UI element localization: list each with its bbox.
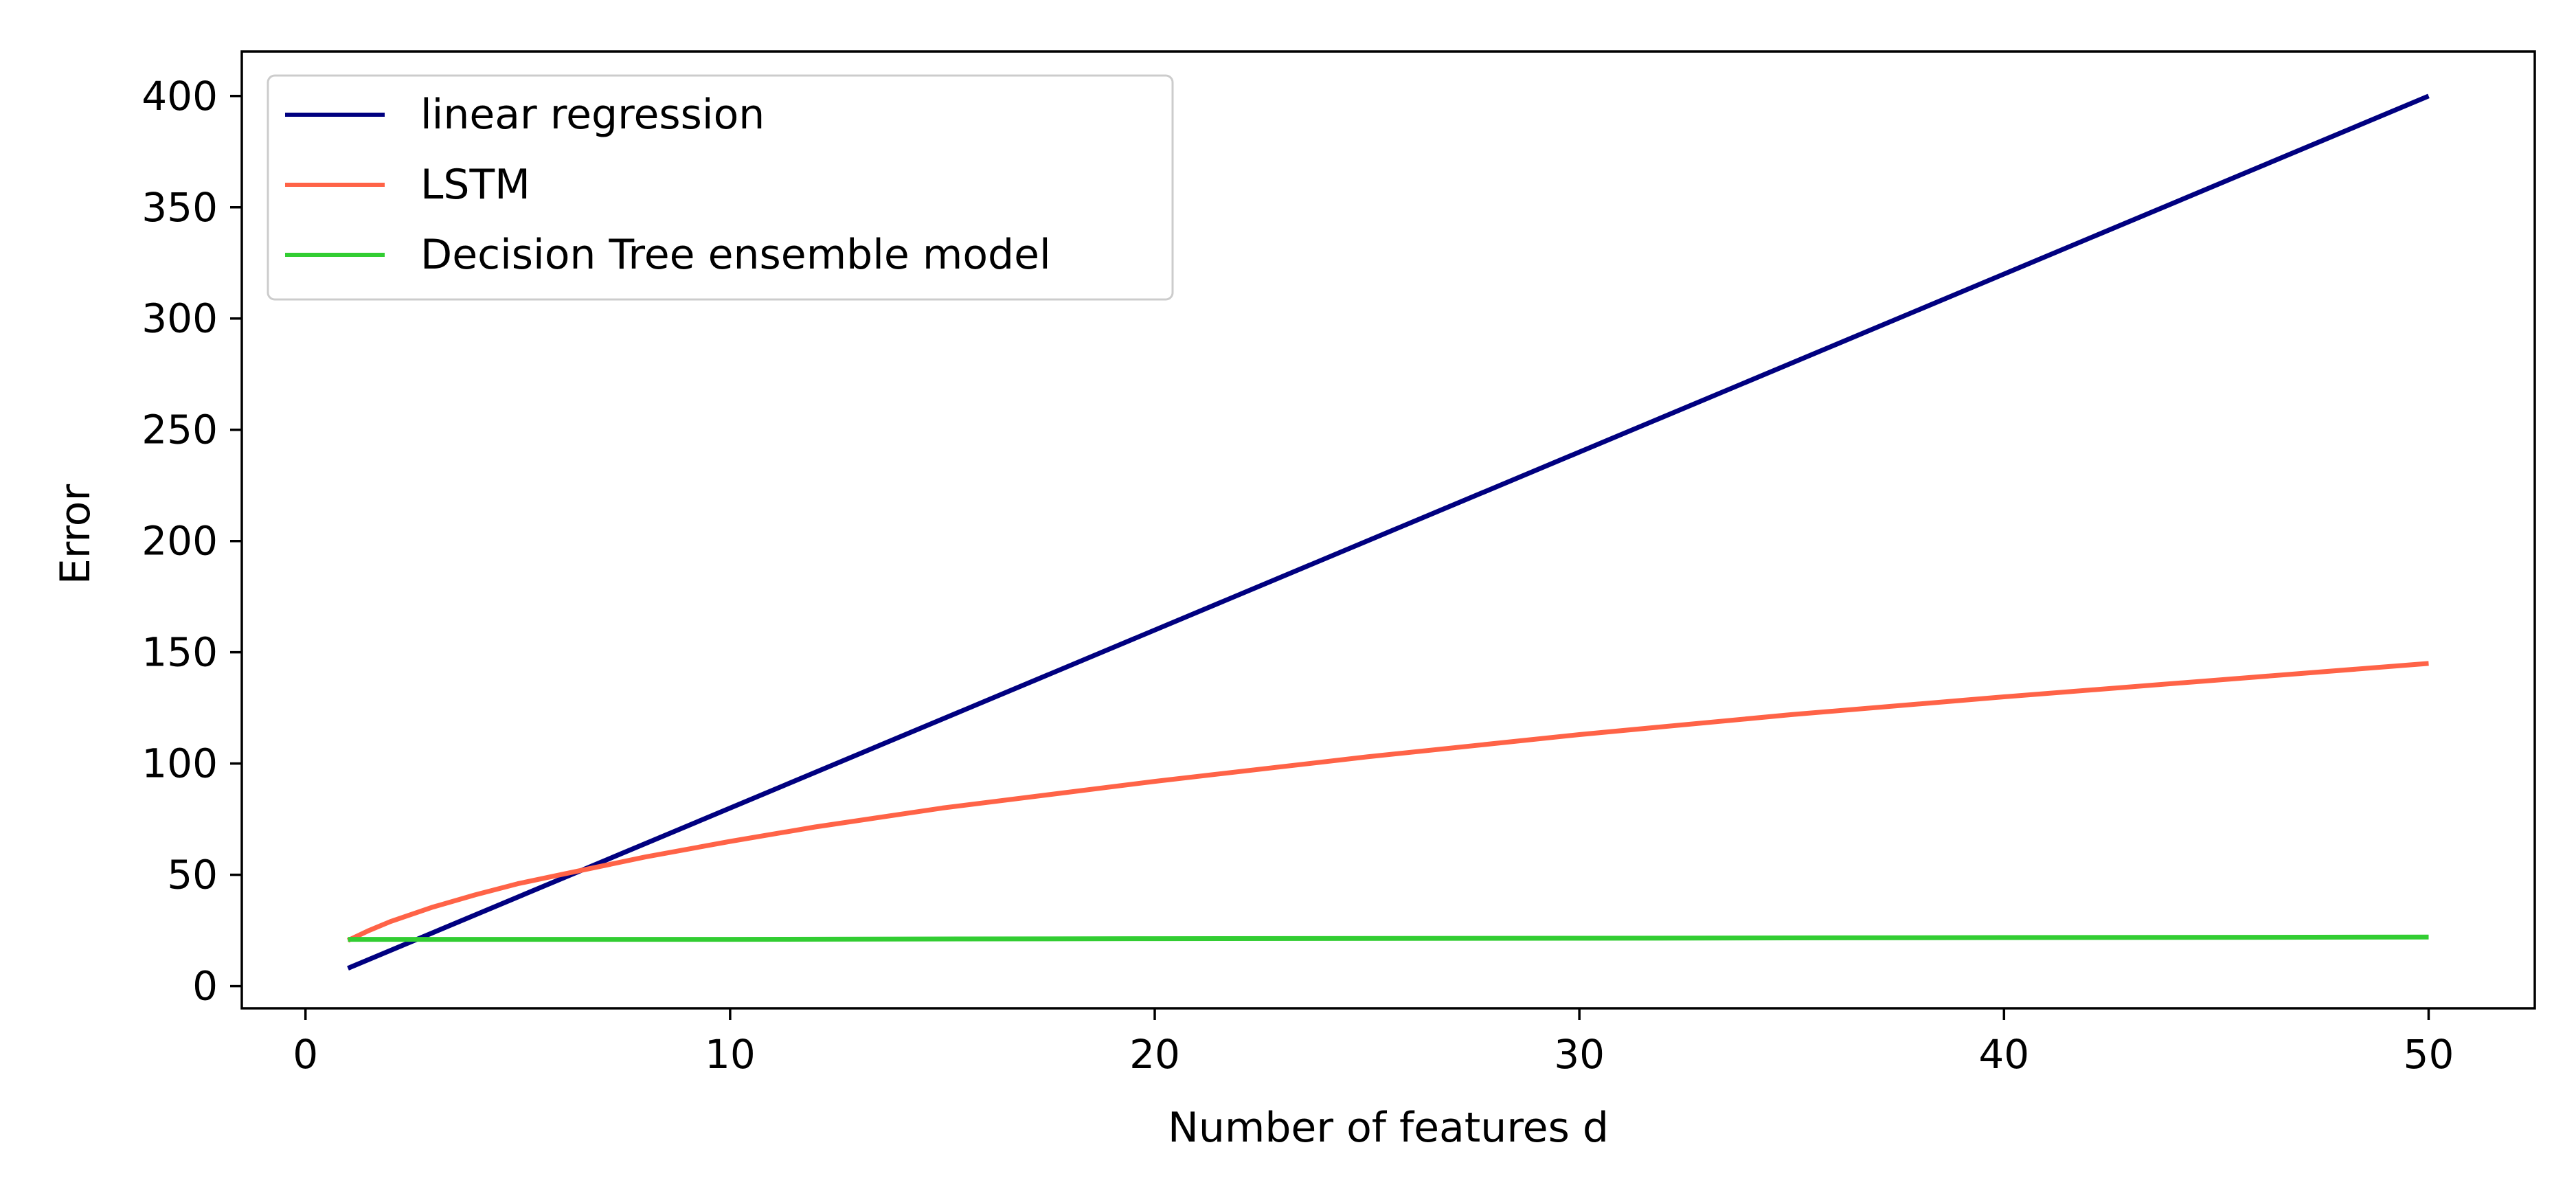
series-layer — [347, 93, 2430, 971]
legend-label-lstm: LSTM — [420, 161, 530, 209]
y-tick-label: 150 — [142, 629, 218, 676]
x-tick-label: 30 — [1554, 1031, 1605, 1078]
y-axis: 0 50 100 150 200 250 300 350 400 — [142, 73, 242, 1010]
x-tick-label: 40 — [1978, 1031, 2029, 1078]
x-tick-label: 0 — [293, 1031, 318, 1078]
y-axis-label: Error — [52, 484, 100, 585]
y-tick-label: 50 — [167, 852, 218, 898]
y-tick-label: 0 — [192, 963, 218, 1010]
y-tick-label: 250 — [142, 407, 218, 453]
x-tick-label: 10 — [705, 1031, 756, 1078]
y-tick-label: 300 — [142, 295, 218, 342]
axes-frame — [240, 50, 2536, 1010]
x-axis: 0 10 20 30 40 50 — [293, 1008, 2454, 1078]
series-line-linear-regression — [347, 93, 2430, 971]
legend: linear regression LSTM Decision Tree ens… — [267, 74, 1174, 301]
series-line-lstm — [347, 661, 2429, 943]
y-tick-label: 100 — [142, 740, 218, 787]
legend-label-decision-tree-ensemble: Decision Tree ensemble model — [420, 231, 1051, 279]
x-axis-label: Number of features d — [1168, 1104, 1609, 1152]
series-line-decision-tree-ensemble-model — [348, 934, 2429, 942]
plot-area — [240, 50, 2536, 1010]
y-tick-label: 350 — [142, 184, 218, 231]
legend-label-linear-regression: linear regression — [420, 91, 765, 139]
x-tick-label: 20 — [1129, 1031, 1180, 1078]
y-tick-label: 400 — [142, 73, 218, 120]
y-tick-label: 200 — [142, 518, 218, 565]
x-tick-label: 50 — [2404, 1031, 2454, 1078]
legend-frame — [267, 74, 1174, 301]
